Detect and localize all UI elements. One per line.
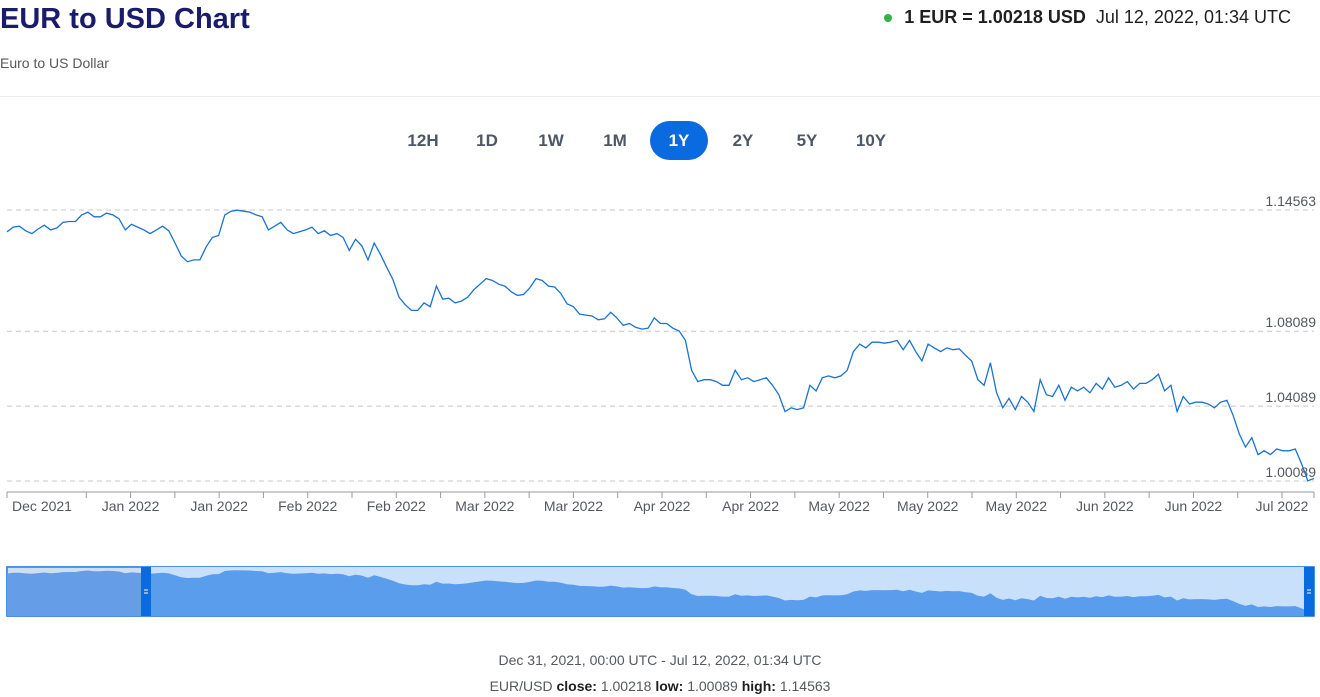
current-rate: 1 EUR = 1.00218 USD Jul 12, 2022, 01:34 …	[884, 7, 1291, 28]
x-axis: Dec 2021 Jan 2022 Jan 2022 Feb 2022 Feb 2022…	[6, 491, 1315, 514]
y-tick-label: 1.00089	[1265, 464, 1316, 480]
y-tick-label: 1.14563	[1265, 193, 1316, 209]
page-subtitle: Euro to US Dollar	[0, 55, 109, 71]
high-value: 1.14563	[779, 678, 831, 694]
close-label: close:	[556, 678, 597, 694]
range-button-1w[interactable]: 1W	[522, 121, 580, 160]
x-tick-label: May 2022	[986, 498, 1048, 514]
x-tick-label: May 2022	[808, 498, 870, 514]
summary-stats: EUR/USD close: 1.00218 low: 1.00089 high…	[0, 678, 1320, 694]
navigator[interactable]	[6, 566, 1315, 617]
high-label: high:	[741, 678, 776, 694]
navigator-handle-right[interactable]	[1304, 567, 1314, 616]
header-divider	[0, 96, 1320, 97]
range-selector: 12H 1D 1W 1M 1Y 2Y 5Y 10Y	[394, 121, 900, 160]
range-button-1y[interactable]: 1Y	[650, 121, 708, 160]
y-tick-label: 1.08089	[1265, 314, 1316, 330]
page-title: EUR to USD Chart	[0, 3, 250, 35]
live-status-dot-icon	[884, 13, 893, 22]
low-label: low:	[655, 678, 684, 694]
range-button-10y[interactable]: 10Y	[842, 121, 900, 160]
range-button-12h[interactable]: 12H	[394, 121, 452, 160]
plot-area[interactable]	[6, 209, 1315, 482]
x-tick-label: Jan 2022	[102, 498, 160, 514]
x-tick-label: Feb 2022	[278, 498, 337, 514]
rate-timestamp: Jul 12, 2022, 01:34 UTC	[1095, 7, 1291, 27]
x-tick-label: Jun 2022	[1076, 498, 1134, 514]
pair-label: EUR/USD	[489, 678, 553, 694]
grid-lines	[7, 209, 1314, 482]
x-tick-label: Jun 2022	[1165, 498, 1223, 514]
x-tick-label: Jul 2022	[1256, 498, 1309, 514]
x-tick-label: Dec 2021	[12, 498, 72, 514]
x-tick-label: Feb 2022	[367, 498, 426, 514]
range-button-5y[interactable]: 5Y	[778, 121, 836, 160]
x-tick-label: May 2022	[897, 498, 959, 514]
rate-line	[6, 209, 1315, 482]
range-button-1d[interactable]: 1D	[458, 121, 516, 160]
x-tick-label: Apr 2022	[722, 498, 779, 514]
x-tick-label: Mar 2022	[455, 498, 514, 514]
navigator-mask-left	[7, 567, 146, 616]
rate-value: 1 EUR = 1.00218 USD	[904, 7, 1086, 27]
low-value: 1.00089	[687, 678, 738, 694]
y-tick-label: 1.04089	[1265, 389, 1316, 405]
x-tick-label: Apr 2022	[634, 498, 691, 514]
navigator-handle-left[interactable]	[141, 567, 151, 616]
close-value: 1.00218	[600, 678, 652, 694]
range-button-2y[interactable]: 2Y	[714, 121, 772, 160]
x-tick-label: Mar 2022	[544, 498, 603, 514]
x-tick-label: Jan 2022	[190, 498, 248, 514]
navigator-area	[7, 570, 1314, 616]
selected-range-text: Dec 31, 2021, 00:00 UTC - Jul 12, 2022, …	[498, 652, 822, 668]
y-axis-labels: 1.14563 1.08089 1.04089 1.00089	[1265, 193, 1316, 480]
range-button-1m[interactable]: 1M	[586, 121, 644, 160]
